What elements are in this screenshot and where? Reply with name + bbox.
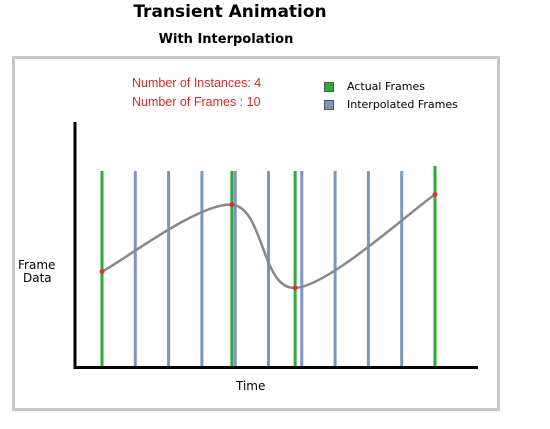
y-axis-label-line1: Frame [18, 258, 56, 272]
legend-swatch-actual [324, 81, 334, 92]
diagram-subtitle: With Interpolation [158, 32, 294, 47]
legend-actual-frames: Actual Frames [324, 80, 425, 93]
frames-count-text: Number of Frames : 10 [132, 95, 261, 109]
interpolation-curve [100, 193, 437, 290]
legend-label-interpolated: Interpolated Frames [347, 98, 458, 111]
legend-swatch-interpolated [324, 99, 334, 110]
legend-interpolated-frames: Interpolated Frames [324, 98, 458, 111]
y-axis-label-line2: Data [23, 271, 52, 285]
keyframe-point-3 [292, 285, 298, 291]
keyframe-point-2 [229, 202, 235, 208]
legend-label-actual: Actual Frames [347, 80, 425, 93]
keyframe-point-1 [99, 269, 105, 275]
instances-count-text: Number of Instances: 4 [132, 76, 262, 90]
y-axis-label: Frame Data [18, 259, 55, 285]
keyframe-point-4 [432, 192, 438, 198]
diagram-frame [12, 56, 500, 411]
x-axis-label: Time [236, 379, 266, 393]
diagram-title: Transient Animation [133, 2, 327, 22]
